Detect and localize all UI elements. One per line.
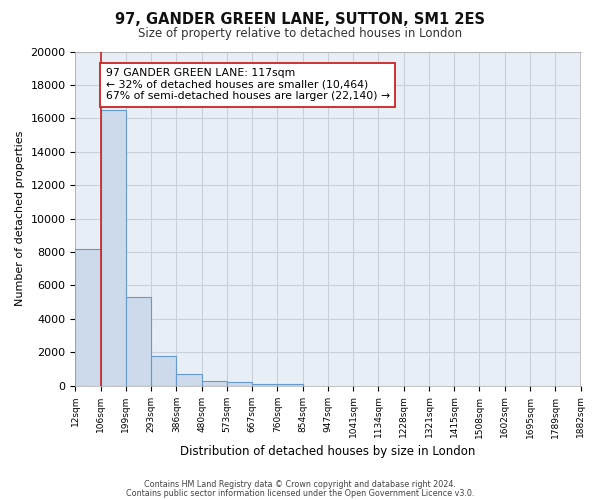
Text: Contains public sector information licensed under the Open Government Licence v3: Contains public sector information licen…	[126, 488, 474, 498]
Text: Contains HM Land Registry data © Crown copyright and database right 2024.: Contains HM Land Registry data © Crown c…	[144, 480, 456, 489]
Text: 97 GANDER GREEN LANE: 117sqm
← 32% of detached houses are smaller (10,464)
67% o: 97 GANDER GREEN LANE: 117sqm ← 32% of de…	[106, 68, 390, 102]
Bar	[202, 381, 227, 386]
Bar	[227, 382, 252, 386]
Bar	[126, 297, 151, 386]
Bar	[101, 110, 126, 386]
Text: Size of property relative to detached houses in London: Size of property relative to detached ho…	[138, 28, 462, 40]
Text: 97, GANDER GREEN LANE, SUTTON, SM1 2ES: 97, GANDER GREEN LANE, SUTTON, SM1 2ES	[115, 12, 485, 28]
Bar	[176, 374, 202, 386]
Bar	[252, 384, 277, 386]
Bar	[76, 248, 101, 386]
Bar	[277, 384, 302, 386]
Bar	[151, 356, 176, 386]
X-axis label: Distribution of detached houses by size in London: Distribution of detached houses by size …	[180, 444, 476, 458]
Y-axis label: Number of detached properties: Number of detached properties	[15, 131, 25, 306]
